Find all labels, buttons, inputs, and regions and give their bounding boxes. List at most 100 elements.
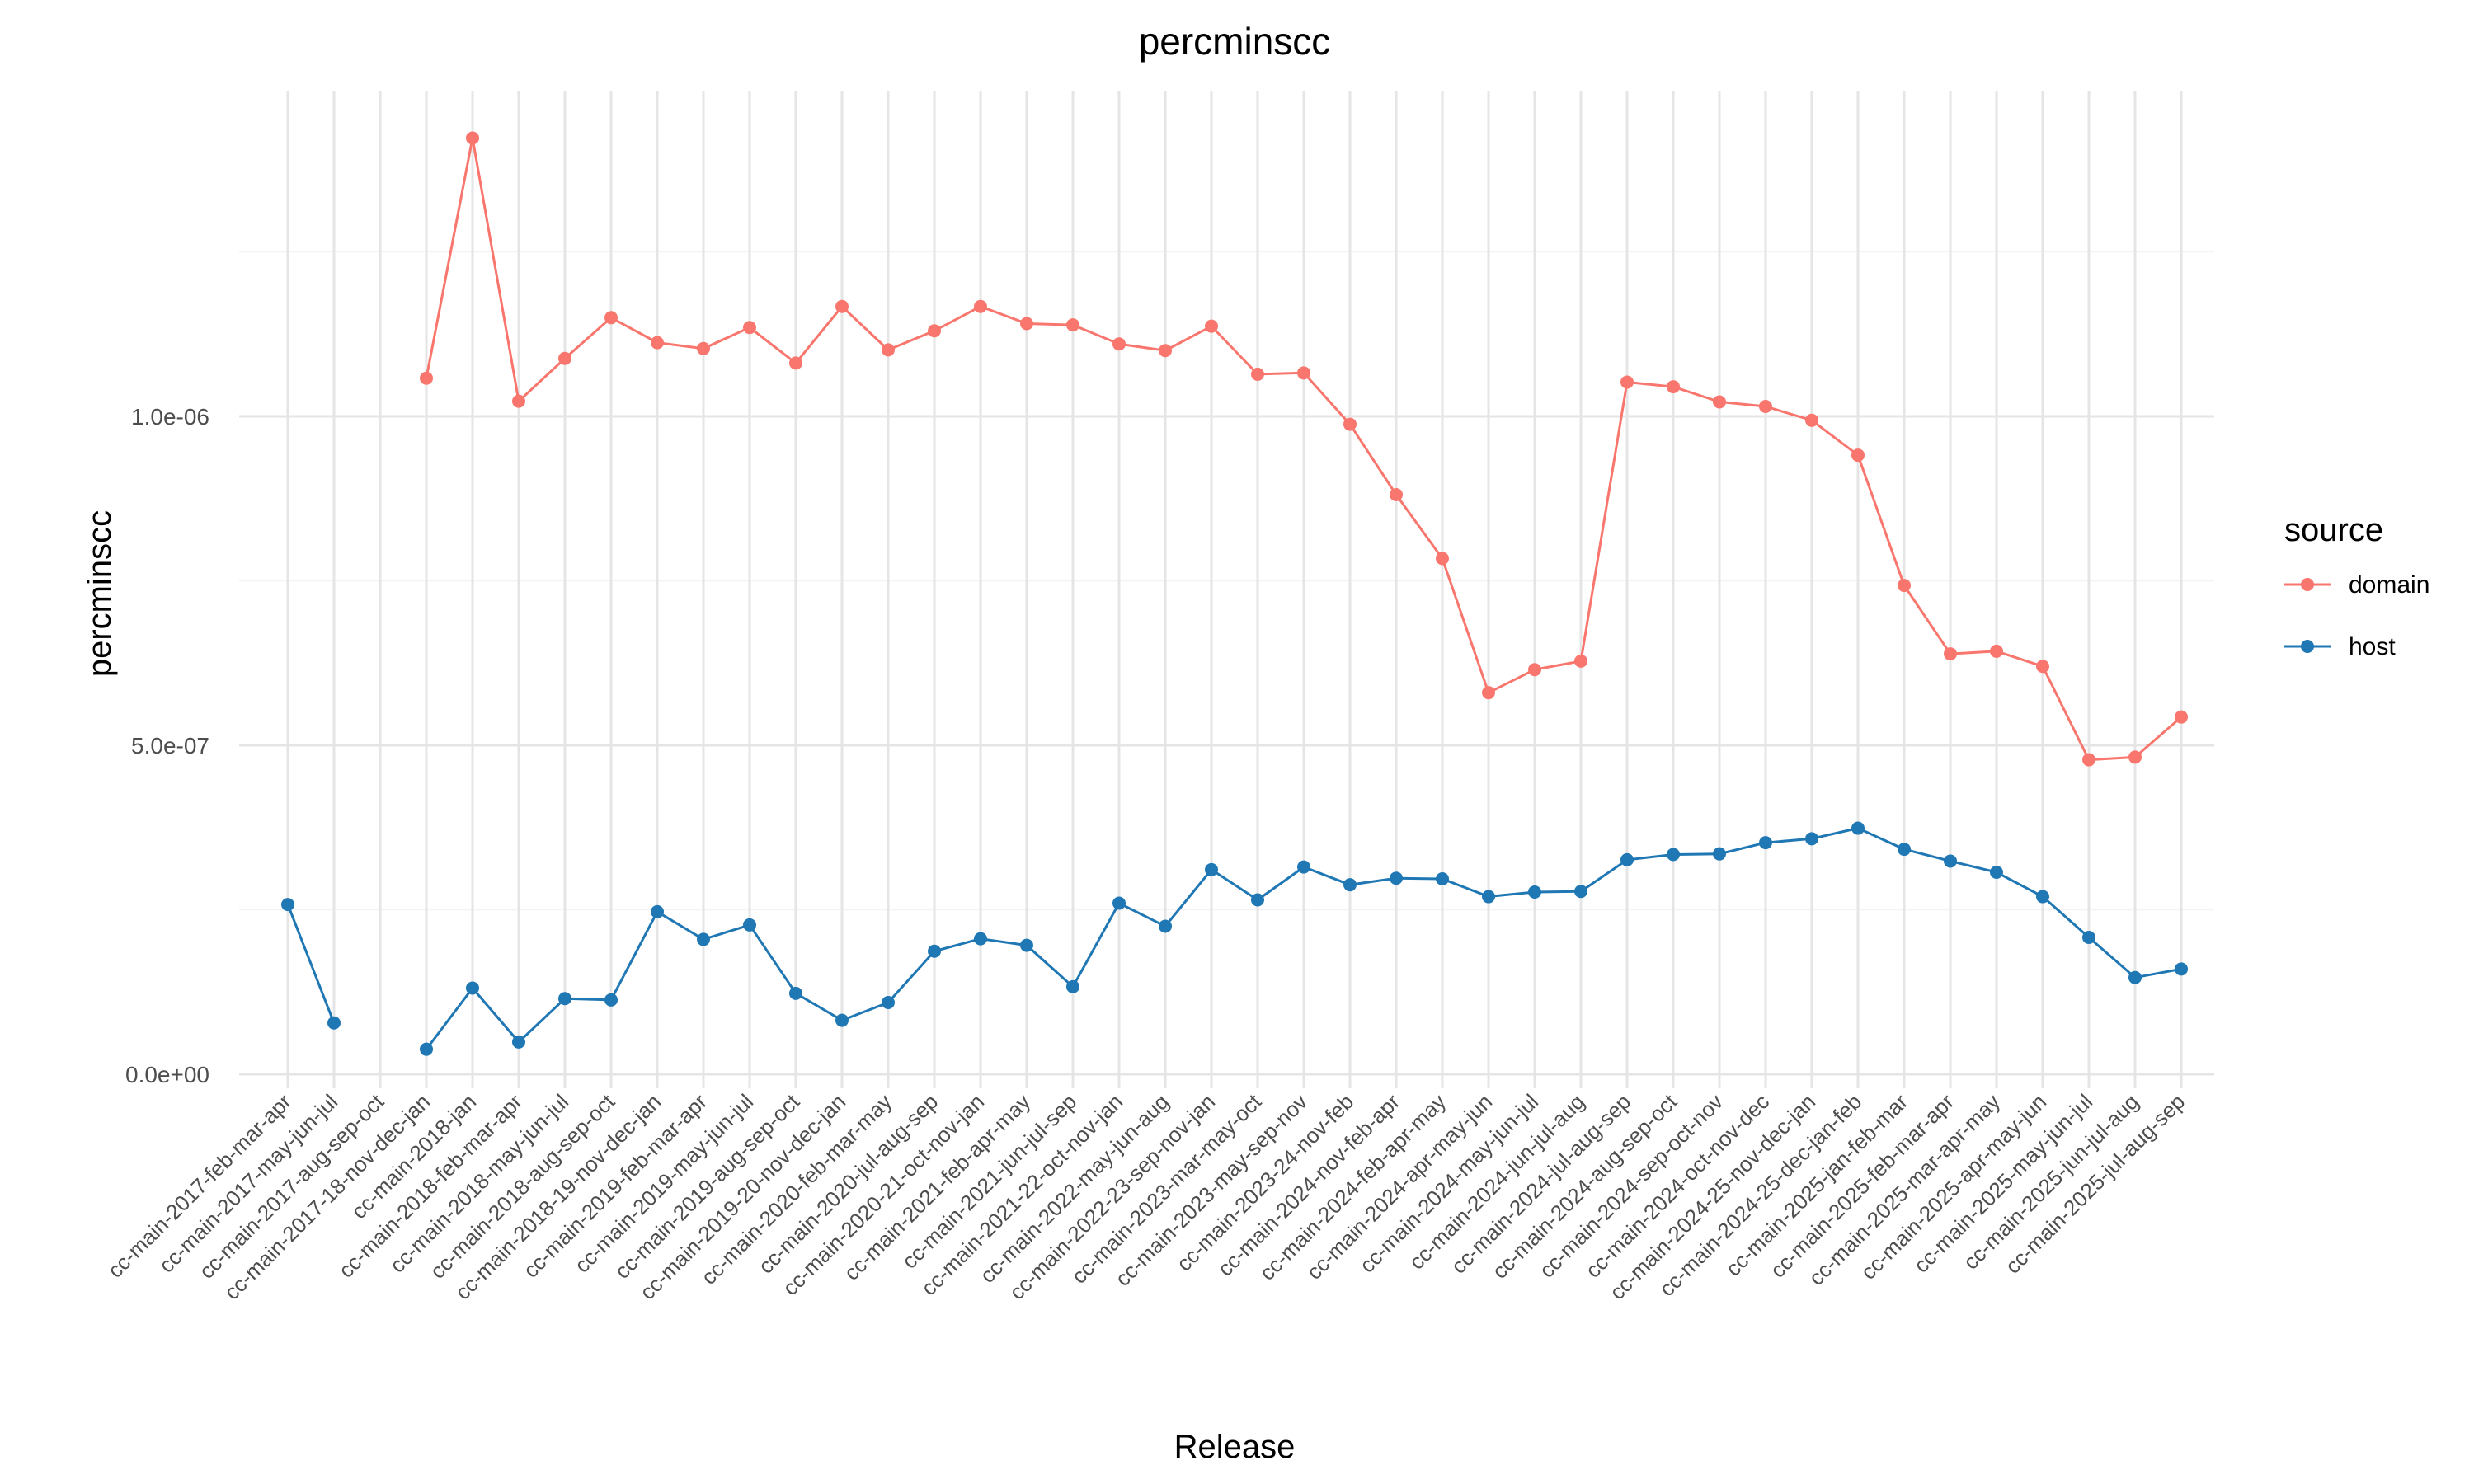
data-point-host (2082, 931, 2095, 945)
data-point-domain (974, 299, 987, 313)
data-point-domain (697, 341, 710, 355)
data-point-host (651, 904, 664, 918)
data-point-domain (512, 394, 525, 408)
data-point-domain (1343, 417, 1357, 431)
data-point-domain (1066, 318, 1079, 332)
data-point-host (1482, 890, 1495, 904)
data-point-host (974, 932, 987, 946)
data-point-host (743, 918, 756, 932)
legend-label: host (2349, 633, 2396, 660)
data-point-domain (1205, 319, 1218, 333)
data-point-host (1390, 871, 1403, 885)
data-point-domain (1713, 395, 1726, 409)
data-point-domain (2175, 710, 2188, 724)
data-point-host (1713, 847, 1726, 861)
data-point-domain (420, 371, 433, 385)
y-axis-title: percminscc (82, 510, 118, 677)
legend-key-point (2301, 640, 2314, 653)
data-point-domain (1898, 579, 1911, 593)
data-point-domain (651, 336, 664, 350)
data-point-host (1297, 860, 1310, 874)
data-point-host (512, 1035, 525, 1049)
data-point-domain (1528, 663, 1541, 677)
data-point-host (2175, 962, 2188, 976)
chart-title: percminscc (1139, 20, 1331, 63)
data-point-domain (1112, 337, 1126, 351)
data-point-domain (1990, 644, 2003, 658)
data-point-domain (1482, 686, 1495, 700)
data-point-domain (928, 324, 941, 338)
data-point-host (466, 981, 479, 995)
data-point-host (1112, 896, 1126, 910)
y-tick-label: 0.0e+00 (125, 1062, 209, 1087)
data-point-host (1251, 893, 1264, 907)
data-point-host (1574, 885, 1587, 899)
data-point-domain (604, 311, 618, 325)
legend-item-domain: domain (2284, 571, 2429, 599)
data-point-host (1944, 854, 1957, 868)
data-point-host (1159, 919, 1172, 933)
data-point-host (604, 993, 618, 1007)
series-host (281, 821, 2188, 1056)
data-point-domain (1805, 413, 1818, 427)
data-point-host (1528, 885, 1541, 899)
data-point-host (2036, 890, 2049, 904)
data-point-domain (1759, 400, 1772, 414)
data-point-domain (1020, 317, 1033, 331)
series-domain (420, 131, 2188, 767)
grid-lines (239, 91, 2214, 1088)
data-point-host (789, 986, 802, 1000)
data-point-host (835, 1013, 849, 1027)
data-point-domain (1944, 647, 1957, 661)
data-point-host (1343, 878, 1357, 892)
data-point-host (928, 944, 941, 958)
data-point-host (420, 1042, 433, 1056)
data-point-domain (1851, 448, 1865, 463)
legend: source domain host (2284, 512, 2429, 660)
data-point-domain (1390, 487, 1403, 501)
data-point-host (882, 996, 895, 1010)
data-point-host (1620, 852, 1634, 866)
data-point-host (697, 932, 710, 946)
legend-key-point (2301, 578, 2314, 591)
data-point-host (1990, 866, 2003, 880)
data-point-domain (558, 351, 571, 365)
data-point-host (281, 898, 294, 912)
data-point-domain (466, 131, 479, 145)
data-point-domain (1667, 380, 1680, 394)
data-point-host (1020, 938, 1033, 952)
data-point-domain (1159, 344, 1172, 358)
legend-item-host: host (2284, 633, 2396, 660)
y-tick-label: 1.0e-06 (131, 404, 209, 430)
data-point-domain (789, 356, 802, 370)
legend-title: source (2284, 512, 2383, 548)
data-point-domain (2128, 750, 2142, 764)
data-point-domain (882, 343, 895, 357)
data-point-domain (835, 299, 849, 313)
x-axis-title: Release (1174, 1429, 1296, 1465)
data-point-host (1805, 832, 1818, 846)
data-point-host (558, 992, 571, 1006)
data-point-domain (743, 321, 756, 335)
data-point-host (1667, 848, 1680, 862)
data-point-host (1898, 843, 1911, 857)
data-point-host (1851, 821, 1865, 835)
data-point-host (327, 1016, 341, 1030)
data-point-domain (1436, 552, 1449, 566)
legend-label: domain (2349, 571, 2429, 599)
y-axis-ticks: 0.0e+00 5.0e-07 1.0e-06 (125, 404, 209, 1087)
data-point-domain (2082, 753, 2095, 767)
data-point-domain (1251, 367, 1264, 381)
series-layer (281, 131, 2188, 1056)
data-point-host (1759, 836, 1772, 850)
data-point-host (1205, 862, 1218, 876)
data-point-host (1066, 979, 1079, 993)
data-point-domain (2036, 660, 2049, 674)
y-tick-label: 5.0e-07 (131, 733, 209, 758)
data-point-domain (1574, 654, 1587, 668)
data-point-domain (1297, 366, 1310, 380)
data-point-host (2128, 970, 2142, 984)
data-point-domain (1620, 375, 1634, 389)
